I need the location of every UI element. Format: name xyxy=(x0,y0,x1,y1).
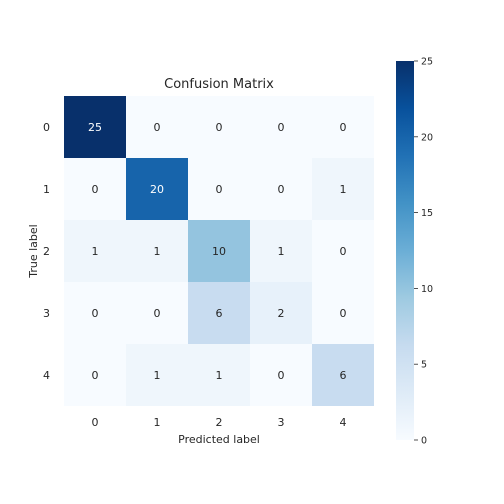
heatmap-cell xyxy=(250,220,312,282)
heatmap-cell xyxy=(312,158,374,220)
heatmap-cell xyxy=(64,158,126,220)
heatmap-cell xyxy=(126,96,188,158)
cell-value-label: 0 xyxy=(278,183,285,196)
cell-value-label: 0 xyxy=(216,183,223,196)
colorbar-tick-label: 0 xyxy=(421,436,427,447)
x-axis-label: Predicted label xyxy=(178,433,260,446)
cell-value-label: 20 xyxy=(150,183,164,196)
heatmap-cell xyxy=(64,344,126,406)
x-tick-label: 2 xyxy=(216,416,223,429)
cell-value-label: 2 xyxy=(278,307,285,320)
cell-value-label: 1 xyxy=(154,245,161,258)
heatmap-cell xyxy=(312,344,374,406)
cell-value-label: 0 xyxy=(278,369,285,382)
cell-value-label: 0 xyxy=(278,121,285,134)
heatmap-cell xyxy=(126,282,188,344)
colorbar-tick-label: 15 xyxy=(421,208,433,219)
cell-value-label: 0 xyxy=(92,307,99,320)
cell-value-label: 1 xyxy=(92,245,99,258)
heatmap-cell xyxy=(126,344,188,406)
x-tick-labels: 0 1 2 3 4 xyxy=(92,416,347,429)
heatmap-cell xyxy=(188,96,250,158)
cell-value-label: 10 xyxy=(212,245,226,258)
cell-value-label: 0 xyxy=(340,307,347,320)
y-axis-label: True label xyxy=(27,224,40,278)
heatmap-cell xyxy=(64,96,126,158)
colorbar-tick-label: 5 xyxy=(421,360,427,371)
heatmap-cell xyxy=(312,220,374,282)
y-tick-label: 0 xyxy=(43,121,50,134)
cell-value-label: 1 xyxy=(340,183,347,196)
cell-value-label: 6 xyxy=(216,307,223,320)
cell-value-label: 25 xyxy=(88,121,102,134)
heatmap-cell xyxy=(188,344,250,406)
y-tick-label: 1 xyxy=(43,183,50,196)
heatmap-cell xyxy=(64,282,126,344)
cell-value-label: 0 xyxy=(340,245,347,258)
heatmap-cell xyxy=(188,282,250,344)
heatmap-cell-labels: 25 0 0 0 00 20 0 0 11 1 10 1 00 0 6 2 00 1 1 0 6 xyxy=(88,121,347,382)
cell-value-label: 1 xyxy=(278,245,285,258)
cell-value-label: 0 xyxy=(216,121,223,134)
y-tick-labels: 0 1 2 3 4 xyxy=(43,121,50,382)
heatmap-cell xyxy=(64,220,126,282)
y-tick-label: 4 xyxy=(43,369,50,382)
colorbar-tick-label: 25 xyxy=(421,57,433,68)
heatmap-cell xyxy=(126,158,188,220)
heatmap-cell xyxy=(188,220,250,282)
y-tick-label: 2 xyxy=(43,245,50,258)
cell-value-label: 0 xyxy=(340,121,347,134)
colorbar-tick-label: 20 xyxy=(421,132,433,143)
heatmap-cell xyxy=(250,282,312,344)
y-tick-label: 3 xyxy=(43,307,50,320)
x-tick-label: 0 xyxy=(92,416,99,429)
colorbar-tick-label: 10 xyxy=(421,284,433,295)
x-tick-label: 3 xyxy=(278,416,285,429)
cell-value-label: 0 xyxy=(92,369,99,382)
colorbar xyxy=(396,61,414,440)
heatmap-cell xyxy=(312,282,374,344)
chart-title: Confusion Matrix xyxy=(164,77,274,92)
heatmap-cell xyxy=(188,158,250,220)
heatmap-cell xyxy=(250,96,312,158)
cell-value-label: 0 xyxy=(154,121,161,134)
colorbar-ticks: 0 5 10 15 20 25 xyxy=(414,57,433,447)
heatmap-cell xyxy=(312,96,374,158)
heatmap-cells xyxy=(64,96,374,406)
x-tick-label: 1 xyxy=(154,416,161,429)
cell-value-label: 1 xyxy=(216,369,223,382)
heatmap-cell xyxy=(250,158,312,220)
heatmap-cell xyxy=(250,344,312,406)
cell-value-label: 0 xyxy=(154,307,161,320)
cell-value-label: 6 xyxy=(340,369,347,382)
cell-value-label: 1 xyxy=(154,369,161,382)
cell-value-label: 0 xyxy=(92,183,99,196)
heatmap-cell xyxy=(126,220,188,282)
x-tick-label: 4 xyxy=(340,416,347,429)
